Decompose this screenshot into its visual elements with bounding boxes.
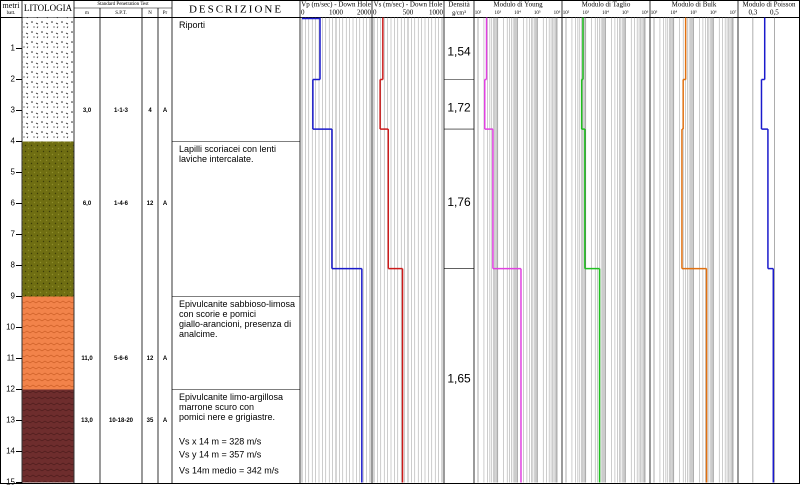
axis-tick-label: 10⁶ bbox=[710, 10, 717, 16]
spt-depth: 6,0 bbox=[83, 201, 92, 207]
axis-tick-label: 10³ bbox=[583, 10, 590, 16]
profile-title: Modulo di Poisson bbox=[743, 1, 796, 9]
axis-tick-label: 10⁴ bbox=[670, 10, 677, 16]
density-value: 1,76 bbox=[447, 195, 471, 209]
description-text: laviche intercalate. bbox=[179, 154, 254, 164]
header-batt: batt. bbox=[7, 11, 16, 16]
axis-tick-label: 10⁶ bbox=[642, 10, 649, 16]
description-text: con scorie e pomici bbox=[179, 309, 256, 319]
description-text: Lapilli scoriacei con lenti bbox=[179, 144, 276, 154]
axis-tick-label: 0 bbox=[301, 9, 305, 17]
spt-test: 1-4-6 bbox=[114, 201, 129, 207]
header-densita: Densità bbox=[448, 1, 470, 9]
axis-tick-label: 10⁶ bbox=[554, 10, 561, 16]
spt-depth: 11,0 bbox=[81, 356, 93, 362]
axis-tick-label: 10³ bbox=[651, 10, 658, 16]
header-spt-n: N bbox=[148, 11, 152, 16]
note-text: Vs 14m medio = 342 m/s bbox=[179, 465, 279, 475]
description-text: pomici nere e grigiastre. bbox=[179, 412, 275, 422]
axis-tick-label: 1000 bbox=[329, 9, 344, 17]
axis-tick-label: 0,3 bbox=[749, 9, 758, 17]
spt-test: 10-18-20 bbox=[109, 418, 134, 424]
spt-pr: A bbox=[163, 356, 168, 362]
spt-depth: 13,0 bbox=[81, 418, 93, 424]
description-text: giallo-arancioni, presenza di bbox=[179, 319, 291, 329]
axis-tick-label: 0,5 bbox=[770, 9, 779, 17]
column-borders bbox=[21, 0, 739, 484]
axis-tick-label: 10⁵ bbox=[534, 10, 541, 16]
profile-title: Vp (m/sec) - Down Hole bbox=[301, 1, 371, 9]
depth-label: 6 bbox=[11, 199, 16, 208]
description-text: Epivulcanite limo-argillosa bbox=[179, 392, 283, 402]
header-descrizione: DESCRIZIONE bbox=[189, 4, 283, 16]
density-value: 1,54 bbox=[447, 45, 471, 59]
description-text: analcime. bbox=[179, 329, 218, 339]
lithology-layer bbox=[22, 17, 74, 142]
axis-tick-label: 10² bbox=[475, 10, 482, 16]
header-spt: Standard Penetration Test bbox=[97, 2, 149, 7]
spt-depth: 3,0 bbox=[83, 108, 92, 114]
axis-tick-label: 10⁴ bbox=[602, 10, 609, 16]
spt-pr: A bbox=[163, 201, 168, 207]
spt-pr: A bbox=[163, 418, 168, 424]
spt-n: 12 bbox=[147, 356, 154, 362]
depth-label: 1 bbox=[11, 44, 16, 53]
spt-test: 1-1-3 bbox=[114, 108, 129, 114]
axis-tick-label: 10⁵ bbox=[622, 10, 629, 16]
axis-tick-label: 0 bbox=[373, 9, 377, 17]
spt-n: 12 bbox=[147, 201, 154, 207]
lithology-layer bbox=[22, 389, 74, 483]
depth-label: 7 bbox=[11, 230, 16, 239]
depth-label: 13 bbox=[6, 416, 15, 425]
depth-label: 3 bbox=[11, 106, 16, 115]
header-spt-test: S.P.T. bbox=[115, 11, 126, 16]
spt-test: 5-6-6 bbox=[114, 356, 129, 362]
axis-tick-label: 2000 bbox=[357, 9, 372, 17]
axis-tick-label: 500 bbox=[403, 9, 414, 17]
depth-label: 9 bbox=[11, 292, 16, 301]
density-value: 1,65 bbox=[447, 372, 471, 386]
depth-label: 4 bbox=[11, 137, 16, 146]
spt-pr: A bbox=[163, 108, 168, 114]
lithology-layer bbox=[22, 141, 74, 297]
depth-label: 10 bbox=[6, 323, 15, 332]
depth-label: 2 bbox=[11, 75, 16, 84]
header-litologia: LITOLOGIA bbox=[24, 3, 73, 13]
spt-n: 4 bbox=[148, 108, 152, 114]
description-text: Epivulcanite sabbioso-limosa bbox=[179, 299, 295, 309]
header-metri: metri bbox=[3, 1, 21, 10]
profile-title: Modulo di Young bbox=[493, 1, 543, 9]
axis-tick-label: 10² bbox=[563, 10, 570, 16]
header-spt-pr: Pr bbox=[163, 11, 168, 16]
profile-title: Vs (m/sec) - Down Hole bbox=[374, 1, 443, 9]
axis-tick-label: 10⁵ bbox=[690, 10, 697, 16]
note-text: Vs x 14 m = 328 m/s bbox=[179, 436, 262, 446]
depth-label: 5 bbox=[11, 168, 16, 177]
note-text: Vs y 14 m = 357 m/s bbox=[179, 449, 262, 459]
profile-title: Modulo di Bulk bbox=[672, 1, 717, 9]
axis-tick-label: 10⁷ bbox=[730, 10, 737, 16]
density-value: 1,72 bbox=[447, 100, 471, 114]
header-spt-m: m bbox=[85, 11, 89, 16]
description-text: Riporti bbox=[179, 20, 205, 30]
depth-label: 11 bbox=[7, 354, 16, 363]
profile-title: Modulo di Taglio bbox=[582, 1, 631, 9]
lithology-layer bbox=[22, 296, 74, 390]
axis-tick-label: 10³ bbox=[495, 10, 502, 16]
depth-label: 12 bbox=[6, 385, 15, 394]
axis-tick-label: 10⁴ bbox=[514, 10, 521, 16]
header-densita-unit: g/cm³ bbox=[452, 10, 466, 16]
depth-label: 15 bbox=[6, 478, 15, 487]
description-text: marrone scuro con bbox=[179, 402, 254, 412]
depth-label: 8 bbox=[11, 261, 16, 270]
spt-n: 35 bbox=[147, 418, 154, 424]
axis-tick-label: 1000 bbox=[429, 9, 444, 17]
depth-label: 14 bbox=[6, 447, 15, 456]
